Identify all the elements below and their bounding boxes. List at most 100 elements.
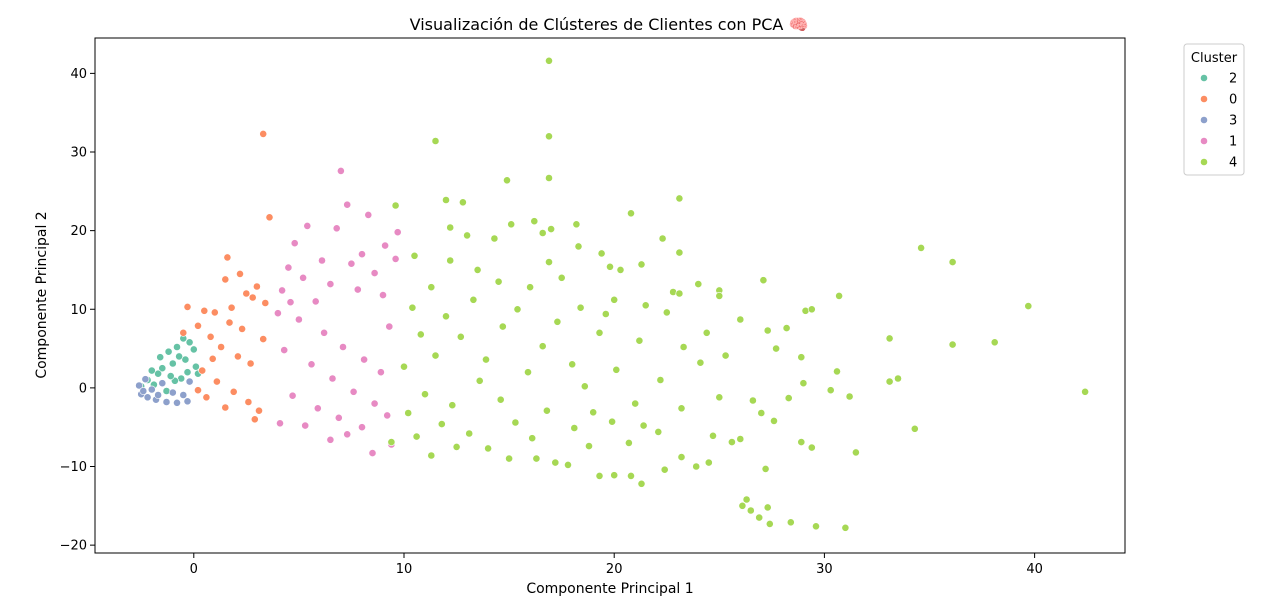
point-cluster-4: [637, 260, 646, 269]
point-cluster-4: [530, 217, 539, 226]
point-cluster-4: [597, 249, 606, 258]
point-cluster-2: [191, 362, 200, 371]
y-tick-label: 30: [70, 146, 87, 161]
point-cluster-4: [835, 291, 843, 300]
point-cluster-4: [721, 351, 730, 360]
point-cluster-1: [328, 374, 337, 383]
y-tick-label: −10: [60, 460, 87, 475]
point-cluster-1: [303, 221, 312, 230]
point-cluster-0: [183, 302, 192, 311]
point-cluster-1: [347, 259, 356, 268]
point-cluster-4: [658, 234, 667, 243]
point-cluster-0: [246, 359, 255, 368]
point-cluster-4: [511, 418, 520, 427]
point-cluster-1: [368, 449, 377, 457]
point-cluster-4: [391, 201, 400, 210]
point-cluster-4: [421, 390, 429, 399]
point-cluster-4: [736, 435, 745, 443]
point-cluster-4: [564, 460, 572, 469]
point-cluster-1: [383, 411, 392, 420]
point-cluster-4: [845, 392, 854, 401]
point-cluster-0: [179, 328, 188, 337]
point-cluster-0: [223, 253, 232, 262]
point-cluster-1: [286, 298, 295, 307]
point-cluster-1: [313, 404, 322, 413]
point-cluster-3: [147, 385, 156, 394]
point-cluster-4: [408, 303, 417, 312]
point-cluster-0: [250, 415, 259, 424]
point-cluster-4: [786, 518, 795, 527]
point-cluster-4: [400, 362, 408, 371]
y-tick-label: 0: [79, 381, 87, 396]
point-cluster-4: [656, 376, 665, 384]
point-cluster-4: [427, 451, 436, 460]
point-cluster-1: [311, 297, 320, 306]
point-cluster-1: [284, 263, 293, 272]
legend: Cluster 2 0 3 1 4: [1183, 43, 1245, 176]
point-cluster-0: [208, 354, 217, 363]
point-cluster-4: [675, 289, 684, 298]
chart-title: Visualización de Clústeres de Clientes c…: [410, 15, 809, 34]
point-cluster-1: [358, 250, 366, 259]
point-cluster-4: [910, 424, 919, 433]
point-cluster-4: [507, 220, 516, 229]
point-cluster-0: [265, 213, 274, 222]
point-cluster-1: [370, 269, 379, 277]
point-cluster-4: [580, 382, 589, 391]
point-cluster-4: [894, 374, 902, 383]
point-cluster-4: [948, 258, 957, 266]
x-tick-label: 10: [396, 562, 413, 577]
point-cluster-4: [692, 462, 701, 471]
x-axis-label: Componente Principal 1: [526, 581, 693, 597]
points-layer: [135, 56, 1089, 532]
point-cluster-4: [387, 438, 396, 446]
legend-label-1: 1: [1229, 135, 1237, 150]
point-cluster-4: [826, 386, 835, 395]
series-0: [179, 129, 274, 424]
point-cluster-4: [694, 280, 703, 288]
point-cluster-4: [715, 291, 724, 300]
point-cluster-4: [755, 513, 764, 522]
point-cluster-3: [135, 381, 143, 390]
point-cluster-2: [185, 338, 194, 347]
point-cluster-4: [715, 393, 724, 402]
point-cluster-4: [761, 464, 770, 473]
point-cluster-4: [627, 471, 635, 480]
point-cluster-4: [765, 520, 774, 528]
y-tick-label: −20: [60, 539, 87, 554]
point-cluster-4: [885, 334, 894, 343]
point-cluster-1: [364, 210, 373, 219]
legend-marker-4: [1200, 158, 1208, 166]
point-cluster-4: [482, 355, 490, 364]
point-cluster-0: [238, 324, 246, 333]
point-cluster-4: [641, 301, 650, 310]
point-cluster-1: [391, 254, 400, 263]
point-cluster-1: [349, 387, 358, 396]
point-cluster-4: [616, 265, 625, 274]
point-cluster-4: [631, 399, 640, 408]
point-cluster-4: [410, 251, 419, 260]
point-cluster-4: [412, 432, 421, 441]
point-cluster-0: [194, 321, 202, 330]
point-cluster-4: [885, 377, 894, 386]
point-cluster-4: [610, 295, 619, 304]
point-cluster-4: [473, 265, 482, 274]
point-cluster-4: [610, 471, 619, 480]
point-cluster-1: [393, 228, 402, 237]
point-cluster-4: [662, 308, 671, 317]
point-cluster-4: [545, 174, 553, 182]
point-cluster-4: [799, 379, 808, 388]
point-cluster-3: [158, 379, 167, 388]
point-cluster-4: [746, 506, 755, 515]
point-cluster-4: [568, 360, 577, 369]
series-3: [135, 375, 194, 407]
point-cluster-4: [484, 444, 492, 453]
point-cluster-4: [625, 438, 633, 447]
x-tick-label: 0: [190, 562, 198, 577]
point-cluster-4: [738, 501, 747, 510]
point-cluster-0: [200, 306, 209, 315]
point-cluster-4: [639, 421, 648, 430]
point-cluster-3: [179, 391, 188, 399]
point-cluster-0: [227, 303, 236, 312]
point-cluster-1: [376, 368, 385, 377]
